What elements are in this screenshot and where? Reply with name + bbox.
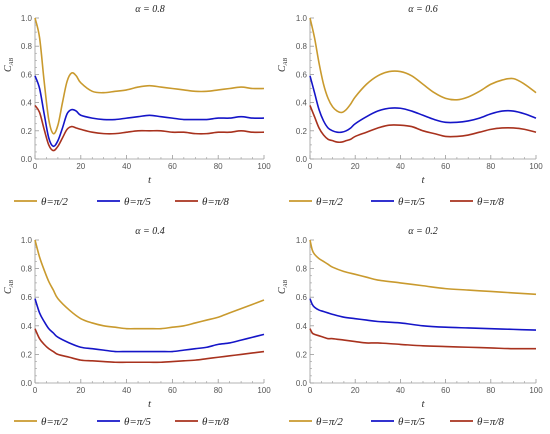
x-tick-label: 60 xyxy=(441,162,450,171)
y-axis-label: CAB xyxy=(277,280,289,294)
y-tick-label: 1.0 xyxy=(21,236,33,245)
series-line xyxy=(34,104,265,152)
y-tick-label: 0.0 xyxy=(21,379,33,388)
x-tick-label: 80 xyxy=(214,386,223,395)
y-tick-label: 0.2 xyxy=(296,350,308,359)
series-line xyxy=(309,328,537,350)
x-tick-label: 100 xyxy=(257,162,271,171)
y-tick-label: 0.0 xyxy=(296,379,308,388)
x-tick-label: 0 xyxy=(33,162,38,171)
legend-label: θ=π/8 xyxy=(477,416,504,428)
x-tick-label: 0 xyxy=(308,386,313,395)
x-tick-label: 20 xyxy=(76,386,85,395)
legend-label: θ=π/5 xyxy=(398,416,425,428)
x-tick-label: 20 xyxy=(351,162,360,171)
series-line xyxy=(309,105,537,144)
legend-label: θ=π/5 xyxy=(124,416,151,428)
x-tick-label: 100 xyxy=(529,386,543,395)
x-tick-label: 20 xyxy=(76,162,85,171)
x-tick-label: 40 xyxy=(396,386,405,395)
y-tick-label: 0.4 xyxy=(296,322,308,331)
x-tick-label: 40 xyxy=(396,162,405,171)
y-tick-label: 0.8 xyxy=(21,42,33,51)
panel-a02: α = 0.2 0.0 0.2 0.4 0.6 0.8 1.0 0 20 40 60 80 100 t CA… xyxy=(277,226,543,428)
y-tick-label: 0.6 xyxy=(296,70,308,79)
series-line xyxy=(34,17,265,135)
series-line xyxy=(309,239,537,296)
x-tick-label: 100 xyxy=(257,386,271,395)
y-tick-label: 0.6 xyxy=(21,70,33,79)
legend: θ=π/2 θ=π/5 θ=π/8 xyxy=(289,416,504,428)
y-tick-label: 0.6 xyxy=(296,293,308,302)
x-tick-label: 40 xyxy=(122,162,131,171)
series-line xyxy=(34,328,265,364)
panel-a04: α = 0.4 0.0 0.2 0.4 0.6 0.8 1.0 0 20 40 60 80 100 t CA… xyxy=(3,226,271,428)
y-tick-label: 1.0 xyxy=(21,14,33,23)
legend-label: θ=π/2 xyxy=(41,196,68,208)
y-tick-label: 0.0 xyxy=(296,155,308,164)
y-tick-label: 0.4 xyxy=(21,99,33,108)
panel-title: α = 0.6 xyxy=(408,4,438,15)
legend-label: θ=π/5 xyxy=(398,196,425,208)
legend-label: θ=π/2 xyxy=(316,196,343,208)
x-tick-label: 20 xyxy=(351,386,360,395)
x-tick-label: 0 xyxy=(33,386,38,395)
x-tick-label: 80 xyxy=(486,386,495,395)
y-tick-label: 1.0 xyxy=(296,14,308,23)
y-tick-label: 0.4 xyxy=(296,99,308,108)
series-line xyxy=(34,239,265,330)
y-tick-label: 0.2 xyxy=(21,127,33,136)
y-tick-label: 0.8 xyxy=(21,265,33,274)
y-tick-label: 0.2 xyxy=(296,127,308,136)
x-tick-label: 40 xyxy=(122,386,131,395)
panel-title: α = 0.8 xyxy=(135,4,165,15)
y-tick-label: 0.8 xyxy=(296,265,308,274)
legend-label: θ=π/8 xyxy=(202,416,229,428)
series-line xyxy=(309,298,537,331)
series-line xyxy=(34,298,265,353)
legend-label: θ=π/8 xyxy=(202,196,229,208)
x-axis-label: t xyxy=(421,398,425,410)
legend-label: θ=π/2 xyxy=(316,416,343,428)
legend: θ=π/2 θ=π/5 θ=π/8 xyxy=(14,196,229,208)
y-axis-label: CAB xyxy=(3,280,15,294)
series-line xyxy=(309,75,537,134)
x-axis-label: t xyxy=(148,174,152,186)
x-tick-label: 60 xyxy=(441,386,450,395)
x-tick-label: 60 xyxy=(168,386,177,395)
series-line xyxy=(34,75,265,148)
legend: θ=π/2 θ=π/5 θ=π/8 xyxy=(14,416,229,428)
x-tick-label: 80 xyxy=(214,162,223,171)
y-axis-label: CAB xyxy=(277,58,289,72)
x-tick-label: 0 xyxy=(308,162,313,171)
y-tick-label: 0.8 xyxy=(296,42,308,51)
y-tick-label: 0.4 xyxy=(21,322,33,331)
panel-title: α = 0.2 xyxy=(408,226,438,237)
x-tick-label: 80 xyxy=(486,162,495,171)
y-tick-label: 0.0 xyxy=(21,155,33,164)
x-tick-label: 100 xyxy=(529,162,543,171)
legend: θ=π/2 θ=π/5 θ=π/8 xyxy=(289,196,504,208)
panel-a06: α = 0.6 0.0 0.2 0.4 0.6 0.8 1.0 0 20 40 60 80 100 t CA… xyxy=(277,4,543,208)
legend-label: θ=π/2 xyxy=(41,416,68,428)
y-tick-label: 1.0 xyxy=(296,236,308,245)
y-tick-label: 0.6 xyxy=(21,293,33,302)
series-line xyxy=(309,17,537,114)
panel-a08: α = 0.8 0.0 0.2 0.4 0.6 0.8 1.0 0 20 40 60 80 100 t CA… xyxy=(3,4,271,208)
x-tick-label: 60 xyxy=(168,162,177,171)
panel-title: α = 0.4 xyxy=(135,226,165,237)
legend-label: θ=π/8 xyxy=(477,196,504,208)
y-tick-label: 0.2 xyxy=(21,350,33,359)
x-axis-label: t xyxy=(421,174,425,186)
y-axis-label: CAB xyxy=(3,58,15,72)
x-axis-label: t xyxy=(148,398,152,410)
legend-label: θ=π/5 xyxy=(124,196,151,208)
